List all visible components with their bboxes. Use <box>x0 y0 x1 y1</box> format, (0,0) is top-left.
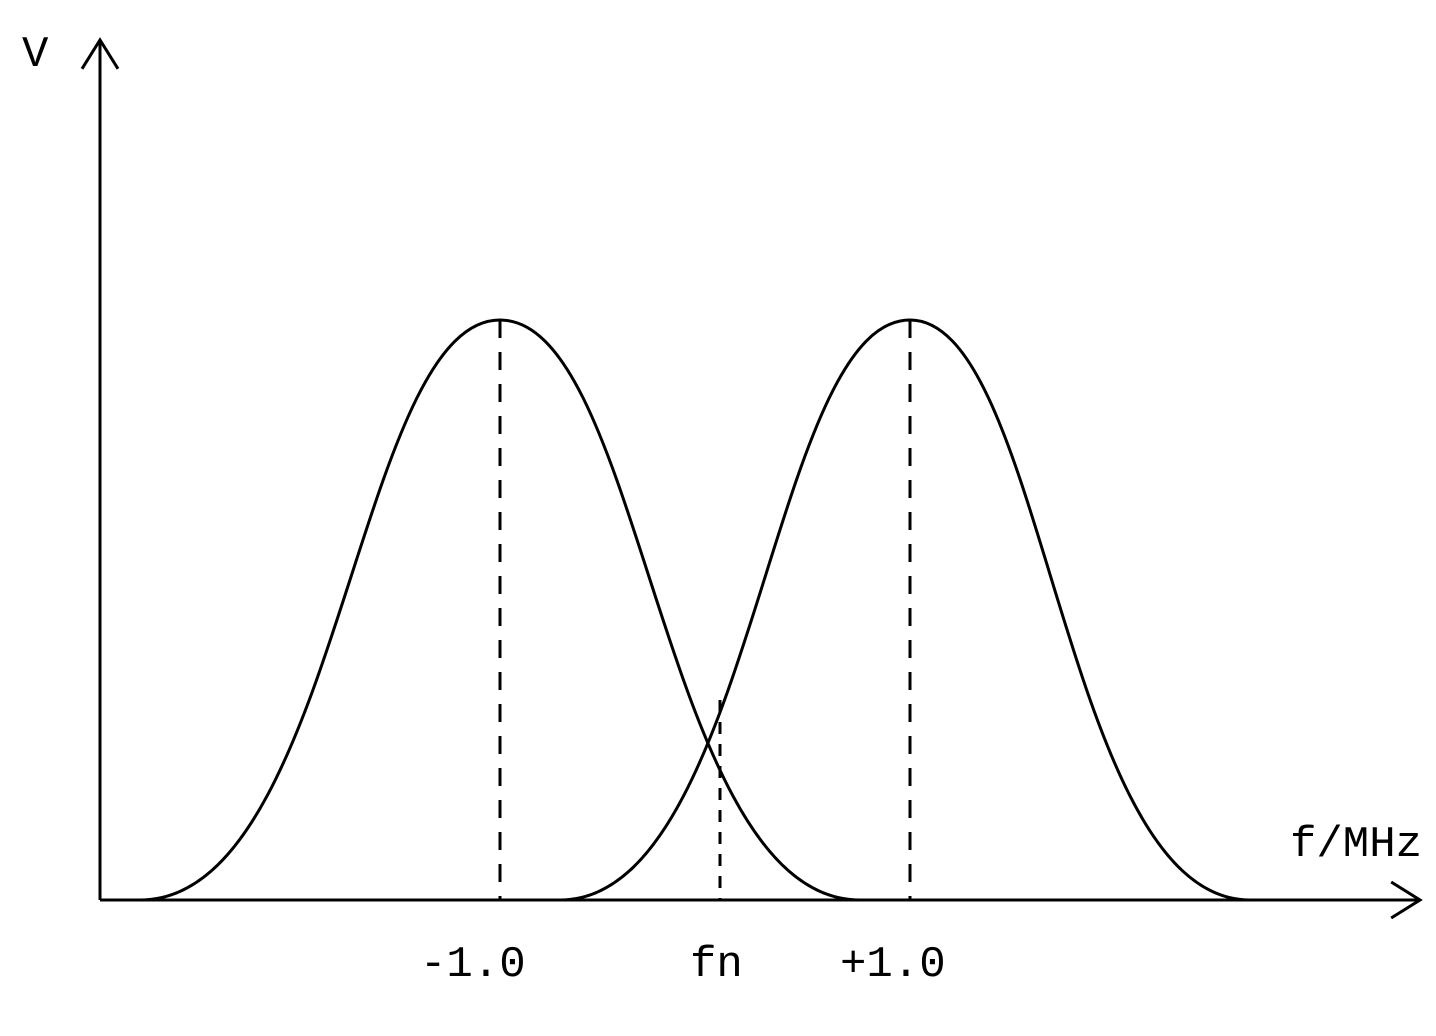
chart-svg <box>0 0 1436 1036</box>
tick-center-fn: fn <box>690 940 743 990</box>
tick-right-peak: +1.0 <box>840 940 946 990</box>
tick-left-peak: -1.0 <box>420 940 526 990</box>
diagram-container: V f/MHz -1.0 fn +1.0 <box>0 0 1436 1036</box>
x-axis-label: f/MHz <box>1290 820 1422 870</box>
y-axis-label: V <box>22 30 48 80</box>
